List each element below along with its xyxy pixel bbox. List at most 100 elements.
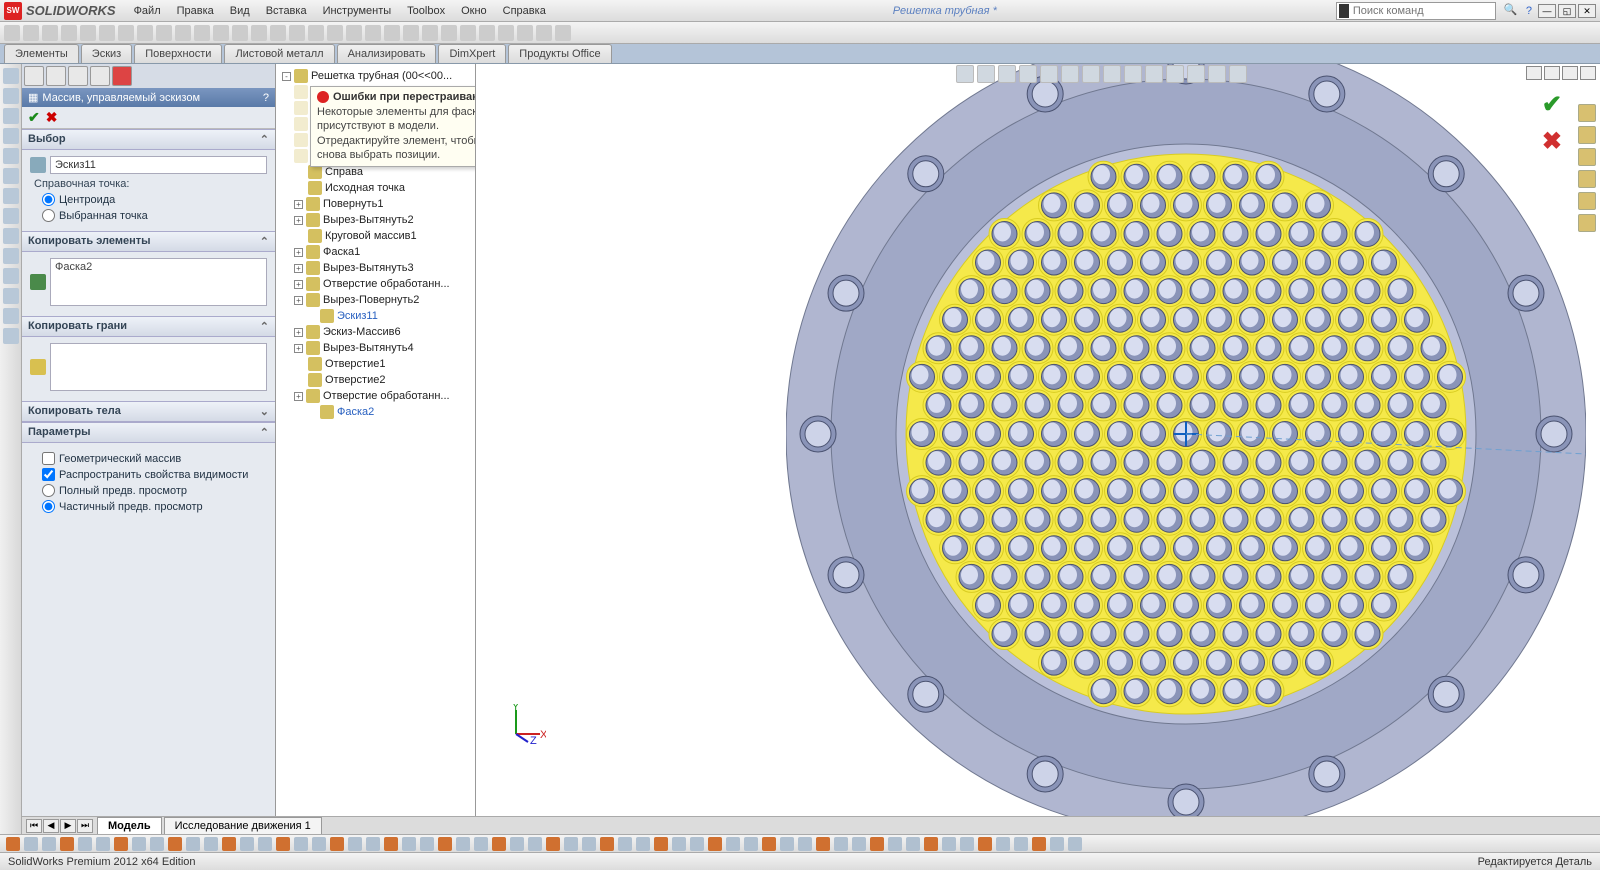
feature-mgr-tab-icon[interactable] — [24, 66, 44, 86]
view-tool-icon[interactable] — [956, 65, 974, 83]
timeline-icon[interactable] — [834, 837, 848, 851]
cmd-tab[interactable]: Продукты Office — [508, 44, 611, 63]
timeline-icon[interactable] — [42, 837, 56, 851]
timeline-icon[interactable] — [510, 837, 524, 851]
std-tool-icon[interactable] — [232, 25, 248, 41]
timeline-icon[interactable] — [348, 837, 362, 851]
graphics-viewport[interactable]: ✔ ✖ Y X Z — [476, 64, 1600, 834]
std-tool-icon[interactable] — [251, 25, 267, 41]
cmd-tab[interactable]: Эскиз — [81, 44, 132, 63]
std-tool-icon[interactable] — [194, 25, 210, 41]
timeline-icon[interactable] — [978, 837, 992, 851]
tree-item[interactable]: Эскиз11 — [278, 308, 473, 324]
menu-файл[interactable]: Файл — [126, 2, 169, 20]
timeline-icon[interactable] — [258, 837, 272, 851]
timeline-icon[interactable] — [204, 837, 218, 851]
menu-вставка[interactable]: Вставка — [258, 2, 315, 20]
tree-item[interactable]: Отверстие1 — [278, 356, 473, 372]
section-copybodies-head[interactable]: Копировать тела⌄ — [22, 401, 275, 422]
left-tool-icon[interactable] — [3, 288, 19, 304]
tree-item[interactable]: +Вырез-Вытянуть4 — [278, 340, 473, 356]
view-tool-icon[interactable] — [1229, 65, 1247, 83]
timeline-icon[interactable] — [618, 837, 632, 851]
timeline-icon[interactable] — [438, 837, 452, 851]
menu-окно[interactable]: Окно — [453, 2, 495, 20]
timeline-icon[interactable] — [132, 837, 146, 851]
cmd-tab[interactable]: Элементы — [4, 44, 79, 63]
view-tool-icon[interactable] — [1124, 65, 1142, 83]
timeline-icon[interactable] — [888, 837, 902, 851]
left-tool-icon[interactable] — [3, 108, 19, 124]
timeline-icon[interactable] — [690, 837, 704, 851]
command-search[interactable] — [1336, 2, 1496, 20]
left-tool-icon[interactable] — [3, 188, 19, 204]
tab-next-icon[interactable]: ▶ — [60, 819, 76, 833]
timeline-icon[interactable] — [474, 837, 488, 851]
timeline-icon[interactable] — [492, 837, 506, 851]
timeline-icon[interactable] — [1014, 837, 1028, 851]
left-tool-icon[interactable] — [3, 228, 19, 244]
timeline-icon[interactable] — [744, 837, 758, 851]
menu-правка[interactable]: Правка — [169, 2, 222, 20]
timeline-icon[interactable] — [114, 837, 128, 851]
tree-item[interactable]: Фаска2 — [278, 404, 473, 420]
search-glass-icon[interactable]: 🔍 — [1504, 3, 1520, 19]
timeline-icon[interactable] — [546, 837, 560, 851]
timeline-icon[interactable] — [636, 837, 650, 851]
timeline-icon[interactable] — [816, 837, 830, 851]
faces-list[interactable] — [50, 343, 267, 391]
cmd-tab[interactable]: Анализировать — [337, 44, 437, 63]
dimxpert-mgr-tab-icon[interactable] — [90, 66, 110, 86]
std-tool-icon[interactable] — [460, 25, 476, 41]
property-help[interactable]: ? — [263, 92, 269, 104]
cancel-button[interactable]: ✖ — [46, 109, 58, 126]
timeline-icon[interactable] — [420, 837, 434, 851]
timeline-icon[interactable] — [330, 837, 344, 851]
features-list[interactable]: Фаска2 — [50, 258, 267, 306]
timeline-icon[interactable] — [1032, 837, 1046, 851]
std-tool-icon[interactable] — [137, 25, 153, 41]
left-tool-icon[interactable] — [3, 308, 19, 324]
tree-item[interactable]: Отверстие2 — [278, 372, 473, 388]
std-tool-icon[interactable] — [555, 25, 571, 41]
left-tool-icon[interactable] — [3, 168, 19, 184]
view-tool-icon[interactable] — [977, 65, 995, 83]
menu-инструменты[interactable]: Инструменты — [315, 2, 400, 20]
timeline-icon[interactable] — [708, 837, 722, 851]
geom-pattern-check[interactable] — [42, 452, 55, 465]
tree-item[interactable]: +Вырез-Вытянуть3 — [278, 260, 473, 276]
close-button[interactable]: ✕ — [1578, 4, 1596, 18]
std-tool-icon[interactable] — [403, 25, 419, 41]
timeline-icon[interactable] — [222, 837, 236, 851]
std-tool-icon[interactable] — [536, 25, 552, 41]
property-mgr-tab-icon[interactable] — [46, 66, 66, 86]
timeline-icon[interactable] — [654, 837, 668, 851]
left-tool-icon[interactable] — [3, 68, 19, 84]
timeline-icon[interactable] — [726, 837, 740, 851]
tree-item[interactable]: +Вырез-Вытянуть2 — [278, 212, 473, 228]
timeline-icon[interactable] — [870, 837, 884, 851]
selected-point-radio[interactable] — [42, 209, 55, 222]
timeline-icon[interactable] — [60, 837, 74, 851]
std-tool-icon[interactable] — [42, 25, 58, 41]
std-tool-icon[interactable] — [99, 25, 115, 41]
timeline-icon[interactable] — [852, 837, 866, 851]
timeline-icon[interactable] — [1068, 837, 1082, 851]
tree-item[interactable]: +Вырез-Повернуть2 — [278, 292, 473, 308]
timeline-icon[interactable] — [276, 837, 290, 851]
cmd-tab[interactable]: Листовой металл — [224, 44, 334, 63]
timeline-icon[interactable] — [582, 837, 596, 851]
section-params-head[interactable]: Параметры⌃ — [22, 422, 275, 443]
timeline-icon[interactable] — [384, 837, 398, 851]
tree-item[interactable]: +Фаска1 — [278, 244, 473, 260]
timeline-icon[interactable] — [924, 837, 938, 851]
std-tool-icon[interactable] — [175, 25, 191, 41]
timeline-icon[interactable] — [762, 837, 776, 851]
tree-item[interactable]: +Отверстие обработанн... — [278, 276, 473, 292]
timeline-icon[interactable] — [402, 837, 416, 851]
timeline-icon[interactable] — [168, 837, 182, 851]
timeline-icon[interactable] — [456, 837, 470, 851]
tab-first-icon[interactable]: ⏮ — [26, 819, 42, 833]
ok-button[interactable]: ✔ — [28, 109, 40, 126]
std-tool-icon[interactable] — [61, 25, 77, 41]
